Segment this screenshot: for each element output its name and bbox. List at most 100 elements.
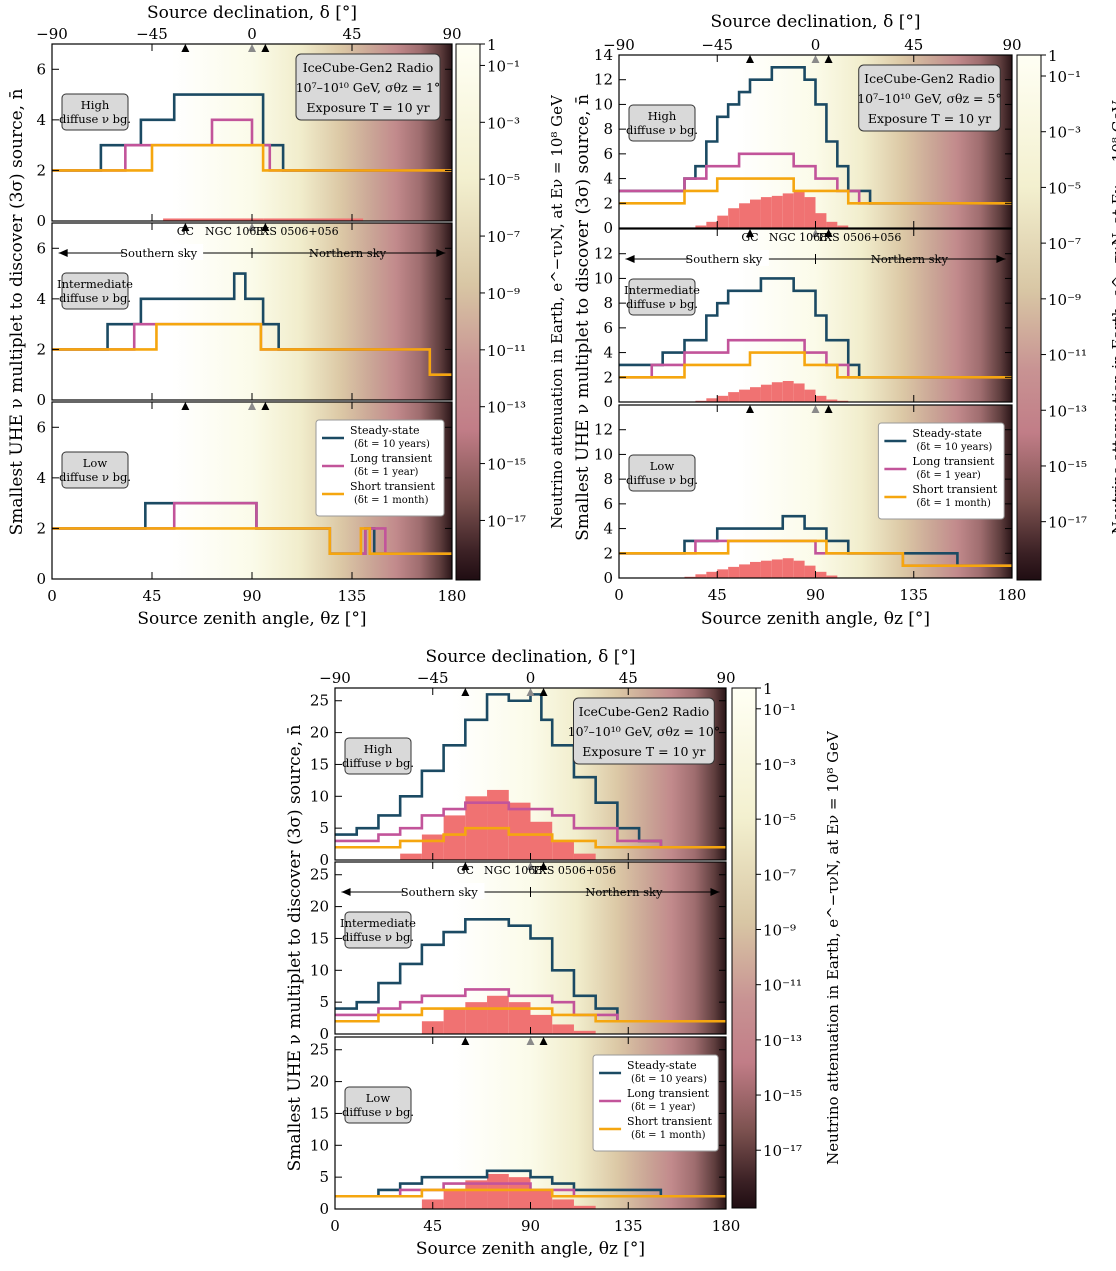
fill-bar [739,389,750,402]
y-tick-label: 20 [310,898,329,916]
y-tick-label: 25 [310,692,329,710]
source-label-gc: GC [177,225,194,238]
sky-label-south: Southern sky [685,252,762,266]
y-tick-label: 4 [36,111,46,129]
fill-bar [487,789,509,860]
y-tick-label: 6 [36,418,46,436]
series-short [52,143,452,172]
bg-label-box [61,451,129,489]
source-marker-icon [248,402,256,410]
fill-bar [695,574,707,578]
legend-sub-steady: (δt = 10 years) [916,442,992,453]
fill-bar [717,569,729,578]
info-line-2: 10⁷–10¹⁰ GeV, σθz = 1° [296,80,441,95]
dec-tick-label: 0 [526,669,536,687]
fill-bar [739,203,750,228]
y-tick-label: 12 [594,71,613,89]
series-short [52,322,452,377]
sky-label-bg [404,883,485,899]
legend-sub-long: (δt = 1 year) [916,470,981,481]
bg-label-line1: Intermediate [624,283,700,297]
bg-label-line1: Low [650,459,675,473]
fill-bar [782,380,794,402]
x-axis-title: Source zenith angle, θz [°] [701,609,930,629]
info-box [573,697,715,765]
y-tick-label: 4 [36,469,46,487]
series-short [619,539,1012,567]
fill-bar [782,558,794,578]
y-tick-label: 6 [603,319,613,337]
fill-bar [508,1177,531,1209]
sky-label-bg [123,244,204,260]
colorbar-tick-label: 10⁻¹¹ [487,342,526,360]
source-marker-icon [824,405,833,413]
fill-bar [443,1008,466,1034]
y-tick-label: 2 [603,544,613,562]
source-marker-icon [181,223,190,231]
fill-bar [793,560,805,578]
y-tick-label: 20 [310,724,329,742]
legend-box [592,1054,719,1152]
fill-bar [706,571,718,578]
bg-label-box [344,911,412,949]
legend-sub-short: (δt = 1 month) [916,498,991,509]
bg-label-line2: diffuse ν bg. [342,1105,414,1119]
dec-tick-label: −45 [136,25,168,43]
dec-tick-label: 0 [811,36,821,54]
y-tick-label: 0 [603,569,613,587]
colorbar-tick-label: 10⁻¹³ [1048,402,1087,420]
bg-label-line1: High [81,98,110,112]
source-label-ngc: NGC 1068 [769,231,827,244]
bg-label-line1: Low [83,456,108,470]
y-tick-label: 6 [36,239,46,257]
source-label-txs: TXS 0506+056 [532,864,616,877]
fill-bar [750,561,761,578]
series-short [619,177,1012,205]
dec-tick-label: −45 [701,36,733,54]
fill-bar [552,1199,574,1209]
legend-name-short: Short transient [912,483,997,496]
info-line-1: IceCube-Gen2 Radio [303,60,434,75]
colorbar-tick-label: 10⁻⁹ [763,922,796,940]
fill-bar [826,221,838,228]
fill-bar [443,1189,466,1209]
legend-name-short: Short transient [350,480,435,493]
y-tick-label: 2 [36,161,46,179]
fill-bar [760,560,772,578]
sky-label-south: Southern sky [120,246,197,260]
source-label-txs: TXS 0506+056 [817,231,901,244]
fill-bar [530,1189,553,1209]
colorbar-tick-label: 10⁻³ [487,114,520,132]
legend-sub-steady: (δt = 10 years) [354,439,430,450]
dec-tick-label: 45 [904,36,923,54]
colorbar-tick-label: 10⁻¹⁵ [1048,458,1087,476]
colorbar-tick-label: 10⁻⁵ [487,171,520,189]
x-tick-label: 90 [806,586,825,604]
y-axis-title: Smallest UHE ν multiplet to discover (3σ… [285,725,305,1172]
source-marker-icon [461,1037,470,1045]
info-line-1: IceCube-Gen2 Radio [864,71,995,86]
info-line-2: 10⁷–10¹⁰ GeV, σθz = 10° [568,724,720,739]
y-tick-label: 2 [603,194,613,212]
series-short [335,1188,726,1198]
info-line-2: 10⁷–10¹⁰ GeV, σθz = 5° [857,91,1002,106]
bg-label-line2: diffuse ν bg. [626,123,698,137]
y-tick-label: 10 [594,269,613,287]
info-line-3: Exposure T = 10 yr [582,744,705,759]
arrow-right-icon [996,255,1006,263]
y-tick-label: 2 [36,340,46,358]
fill-bar [573,853,596,860]
dec-tick-label: 45 [619,669,638,687]
y-tick-label: 0 [319,1200,329,1218]
arrow-left-icon [625,255,635,263]
fill-bar [837,400,849,402]
bg-label-line1: High [364,742,393,756]
y-tick-label: 8 [603,120,613,138]
fill-bar [815,395,827,402]
fill-bar [684,576,696,578]
fill-bar [487,995,509,1034]
bg-label-line2: diffuse ν bg. [59,291,131,305]
bg-label-line2: diffuse ν bg. [626,473,698,487]
source-marker-icon [811,55,820,63]
